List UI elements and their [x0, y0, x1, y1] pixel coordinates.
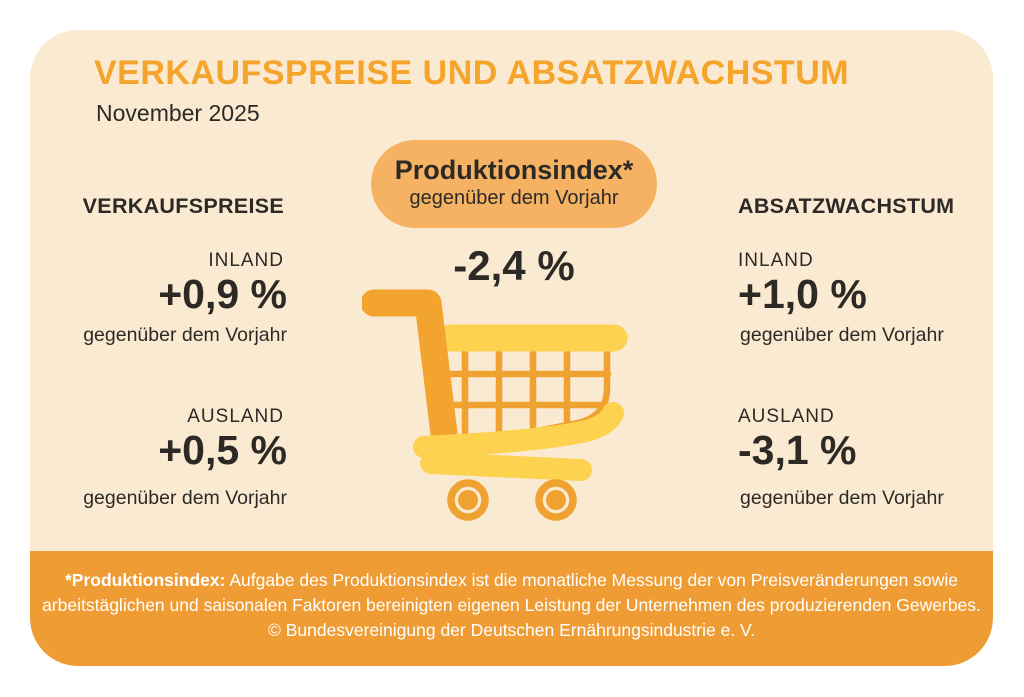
badge-subtitle: gegenüber dem Vorjahr: [409, 187, 619, 209]
page-title: VERKAUFSPREISE UND ABSATZWACHSTUM: [94, 54, 850, 92]
absatzwachstum-inland-label: INLAND: [738, 250, 814, 271]
absatzwachstum-heading: ABSATZWACHSTUM: [738, 194, 955, 218]
cart-wheels: [447, 479, 577, 521]
production-index-value: -2,4 %: [453, 242, 575, 289]
verkaufspreise-ausland-note: gegenüber dem Vorjahr: [83, 487, 287, 509]
verkaufspreise-ausland-value: +0,5 %: [158, 427, 287, 473]
footnote-term: *Produktionsindex:: [65, 570, 226, 590]
copyright-line: © Bundesvereinigung der Deutschen Ernähr…: [267, 620, 755, 640]
verkaufspreise-inland-label: INLAND: [208, 250, 284, 271]
infographic-card: VERKAUFSPREISE UND ABSATZWACHSTUM Novemb…: [30, 30, 993, 666]
footnote-line-1-text: Aufgabe des Produktionsindex ist die mon…: [229, 570, 958, 590]
verkaufspreise-inland-value: +0,9 %: [158, 271, 287, 317]
absatzwachstum-ausland-value: -3,1 %: [738, 427, 857, 473]
cart-basket-grid: [442, 346, 612, 442]
badge-title: Produktionsindex*: [394, 155, 634, 185]
verkaufspreise-inland-note: gegenüber dem Vorjahr: [83, 324, 287, 346]
cart-base: [420, 452, 592, 481]
absatzwachstum-inland-note: gegenüber dem Vorjahr: [740, 324, 944, 346]
absatzwachstum-inland-value: +1,0 %: [738, 271, 867, 317]
verkaufspreise-heading: VERKAUFSPREISE: [82, 194, 284, 218]
footnote-bar: *Produktionsindex: Aufgabe des Produktio…: [30, 551, 993, 666]
absatzwachstum-ausland-note: gegenüber dem Vorjahr: [740, 487, 944, 509]
production-index-badge: Produktionsindex* gegenüber dem Vorjahr: [371, 140, 657, 228]
cart-basket-bottom: [413, 402, 624, 458]
verkaufspreise-ausland-label: AUSLAND: [187, 406, 284, 427]
footnote-line-1: *Produktionsindex: Aufgabe des Produktio…: [30, 568, 993, 593]
cart-handle: [362, 289, 460, 464]
shopping-cart-icon: [362, 289, 628, 521]
absatzwachstum-ausland-label: AUSLAND: [738, 406, 835, 427]
footnote-line-2: arbeitstäglichen und saisonalen Faktoren…: [42, 595, 981, 615]
subtitle-date: November 2025: [96, 100, 260, 126]
